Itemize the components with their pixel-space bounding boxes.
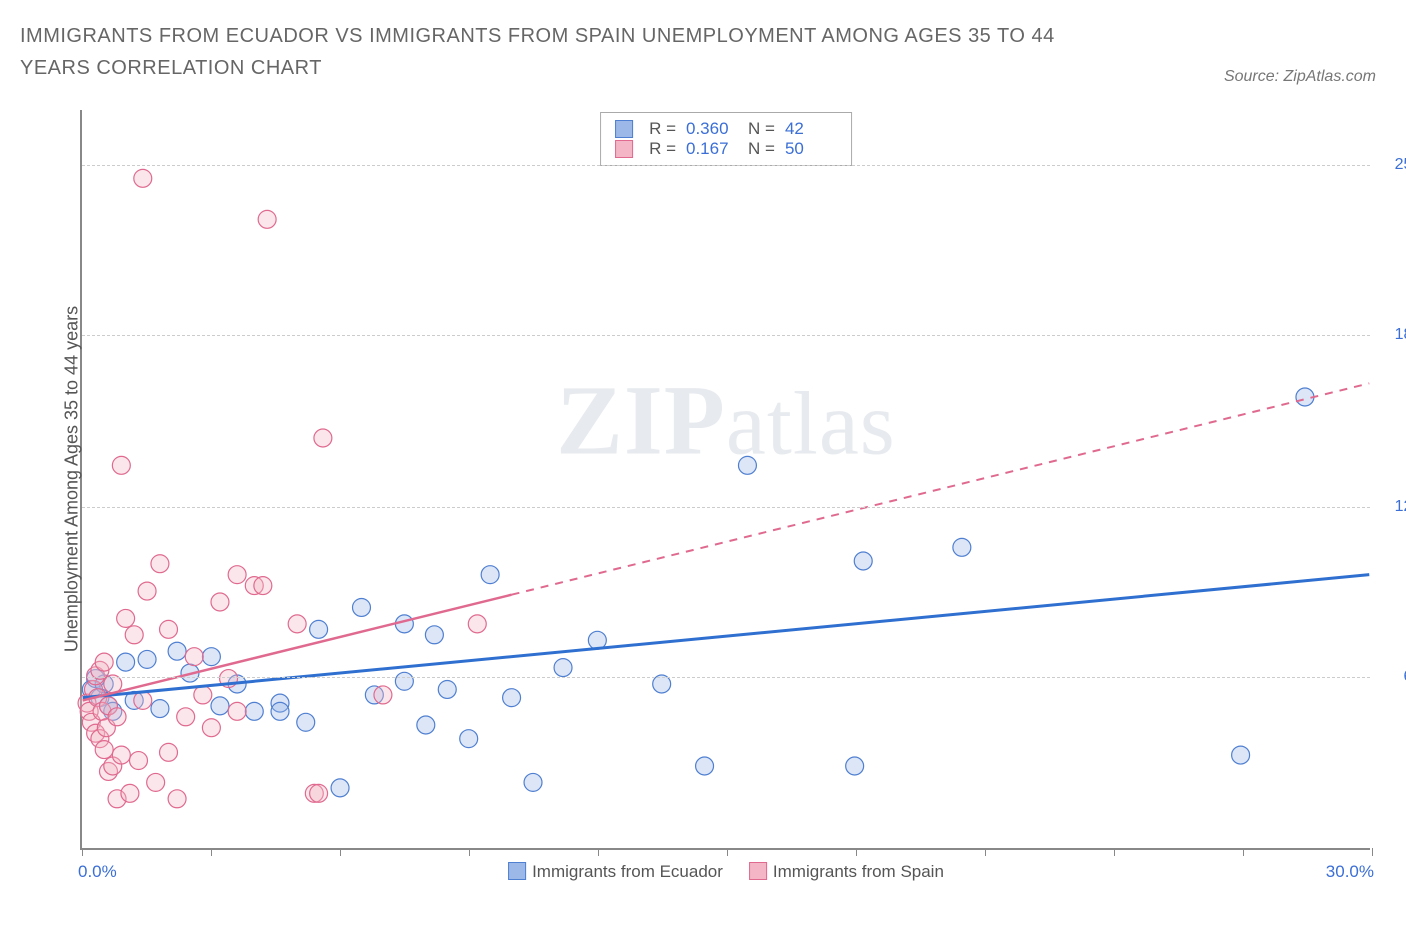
data-point — [112, 456, 130, 474]
x-tick — [598, 848, 599, 856]
data-point — [138, 582, 156, 600]
x-tick — [1243, 848, 1244, 856]
data-point — [134, 691, 152, 709]
data-point — [228, 566, 246, 584]
x-tick — [82, 848, 83, 856]
data-point — [468, 615, 486, 633]
x-tick — [727, 848, 728, 856]
data-point — [271, 702, 289, 720]
data-point — [460, 730, 478, 748]
x-tick — [340, 848, 341, 856]
x-tick — [469, 848, 470, 856]
gridline — [82, 507, 1370, 508]
data-point — [738, 456, 756, 474]
x-tick — [856, 848, 857, 856]
data-point — [160, 743, 178, 761]
data-point — [194, 686, 212, 704]
data-point — [95, 741, 113, 759]
data-point — [228, 702, 246, 720]
data-point — [160, 620, 178, 638]
data-point — [854, 552, 872, 570]
plot-area: Unemployment Among Ages 35 to 44 years Z… — [80, 110, 1370, 850]
x-axis-end-label: 30.0% — [1326, 862, 1374, 882]
data-point — [125, 626, 143, 644]
data-point — [147, 773, 165, 791]
x-tick — [1114, 848, 1115, 856]
data-point — [297, 713, 315, 731]
data-point — [353, 598, 371, 616]
data-point — [258, 210, 276, 228]
legend-item-spain: Immigrants from Spain — [749, 862, 944, 882]
series-legend: Immigrants from Ecuador Immigrants from … — [508, 862, 944, 882]
data-point — [130, 752, 148, 770]
data-point — [425, 626, 443, 644]
data-point — [503, 689, 521, 707]
x-tick — [1372, 848, 1373, 856]
data-point — [696, 757, 714, 775]
data-point — [138, 650, 156, 668]
x-tick — [985, 848, 986, 856]
data-point — [202, 719, 220, 737]
data-point — [134, 169, 152, 187]
data-point — [953, 538, 971, 556]
data-point — [554, 659, 572, 677]
data-point — [374, 686, 392, 704]
trend-line — [83, 575, 1370, 698]
data-point — [185, 648, 203, 666]
data-point — [395, 672, 413, 690]
swatch-ecuador-icon — [508, 862, 526, 880]
data-point — [331, 779, 349, 797]
chart-container: IMMIGRANTS FROM ECUADOR VS IMMIGRANTS FR… — [20, 20, 1386, 910]
data-point — [254, 577, 272, 595]
data-point — [846, 757, 864, 775]
gridline — [82, 335, 1370, 336]
data-point — [438, 680, 456, 698]
y-tick-label: 25.0% — [1395, 156, 1406, 174]
data-point — [177, 708, 195, 726]
legend-label-ecuador: Immigrants from Ecuador — [532, 862, 723, 881]
y-tick-label: 18.8% — [1395, 326, 1406, 344]
legend-label-spain: Immigrants from Spain — [773, 862, 944, 881]
data-point — [1232, 746, 1250, 764]
plot-svg — [82, 110, 1370, 848]
data-point — [202, 648, 220, 666]
data-point — [310, 784, 328, 802]
data-point — [524, 773, 542, 791]
data-point — [310, 620, 328, 638]
chart-title: IMMIGRANTS FROM ECUADOR VS IMMIGRANTS FR… — [20, 20, 1120, 84]
swatch-spain-icon — [749, 862, 767, 880]
data-point — [121, 784, 139, 802]
x-tick — [211, 848, 212, 856]
data-point — [245, 702, 263, 720]
data-point — [417, 716, 435, 734]
x-axis-start-label: 0.0% — [78, 862, 117, 882]
data-point — [481, 566, 499, 584]
trend-line-extrapolated — [512, 383, 1370, 594]
legend-item-ecuador: Immigrants from Ecuador — [508, 862, 723, 882]
data-point — [314, 429, 332, 447]
data-point — [95, 653, 113, 671]
data-point — [151, 555, 169, 573]
data-point — [168, 642, 186, 660]
source-attribution: Source: ZipAtlas.com — [1224, 68, 1376, 86]
gridline — [82, 677, 1370, 678]
data-point — [108, 708, 126, 726]
gridline — [82, 165, 1370, 166]
data-point — [117, 653, 135, 671]
data-point — [112, 746, 130, 764]
data-point — [211, 593, 229, 611]
y-tick-label: 12.5% — [1395, 498, 1406, 516]
data-point — [117, 609, 135, 627]
data-point — [211, 697, 229, 715]
y-axis-label: Unemployment Among Ages 35 to 44 years — [62, 306, 83, 652]
data-point — [151, 700, 169, 718]
data-point — [288, 615, 306, 633]
data-point — [168, 790, 186, 808]
